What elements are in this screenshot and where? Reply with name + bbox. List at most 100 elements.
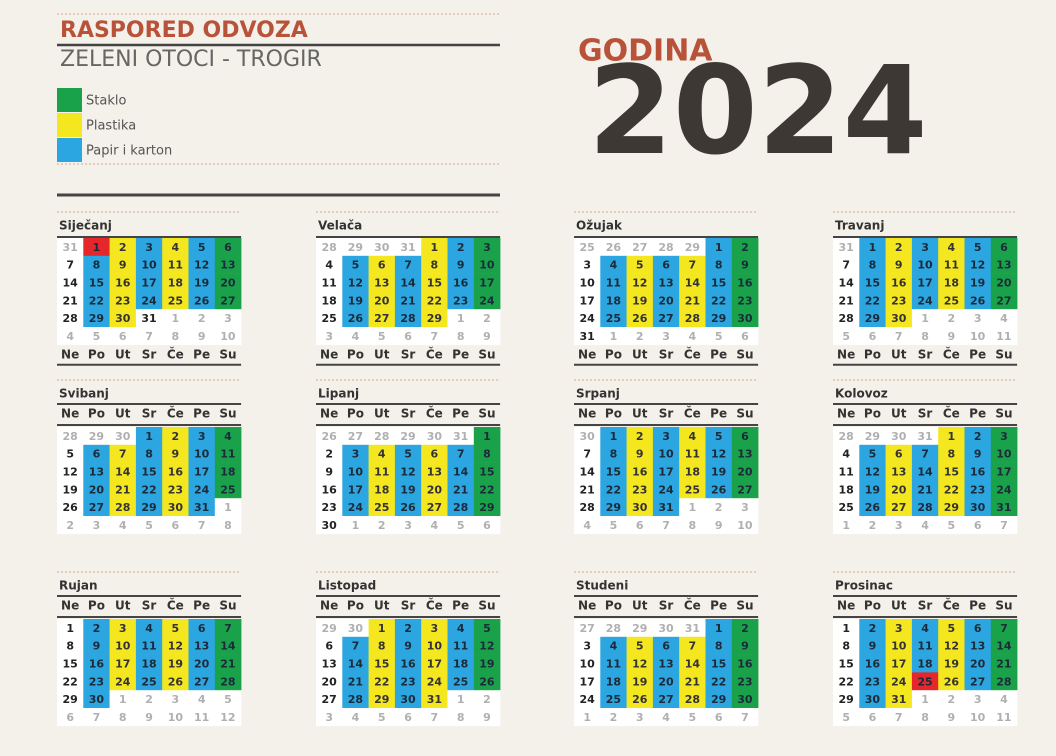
day-cell [368,708,396,727]
day-cell [394,708,422,727]
day-cell [938,619,965,638]
title: RASPORED ODVOZA [60,18,308,43]
day-cell [57,690,84,709]
day-cell [911,708,939,727]
day-number: 2 [93,622,101,635]
day-cell [859,309,886,328]
day-number: 3 [119,622,127,635]
weekday: Ut [115,407,131,421]
day-cell [316,291,343,310]
day-cell [447,273,475,292]
day-number: 8 [869,259,877,272]
day-number: 6 [895,448,903,461]
day-number: 29 [711,693,726,706]
day-number: 29 [89,312,104,325]
day-cell [447,498,475,517]
day-cell [990,498,1018,517]
day-cell [990,516,1018,535]
weekday: Pe [193,347,210,361]
day-number: 2 [741,622,749,635]
day-cell [473,672,501,691]
day-number: 31 [658,501,673,514]
day-cell [626,690,654,709]
day-number: 29 [348,241,363,254]
day-cell [214,238,242,257]
day-number: 7 [145,330,153,343]
weekday: Po [88,407,105,421]
day-cell [574,462,601,481]
day-number: 3 [352,448,360,461]
day-cell [731,480,759,499]
day-number: 25 [606,693,621,706]
day-number: 8 [689,519,697,532]
day-number: 9 [741,259,749,272]
day-cell [652,498,680,517]
day-number: 21 [579,483,594,496]
day-number: 31 [62,241,77,254]
day-cell [162,619,189,638]
weekday: Če [943,598,960,613]
day-cell [679,309,706,328]
day-cell [990,255,1018,274]
day-cell [911,427,939,446]
day-number: 30 [115,430,131,443]
day-cell [990,238,1018,257]
day-number: 28 [606,622,621,635]
day-cell [342,238,369,257]
day-cell [368,498,396,517]
day-cell [135,672,163,691]
day-cell [162,708,189,727]
day-number: 19 [944,658,959,671]
day-cell [833,672,860,691]
day-cell [885,708,913,727]
day-number: 25 [321,312,336,325]
day-number: 6 [224,241,232,254]
day-number: 30 [737,312,753,325]
weekday: Ne [320,347,338,361]
day-cell [731,690,759,709]
day-cell [421,708,448,727]
day-cell [214,708,242,727]
day-cell [342,327,369,346]
day-cell [600,708,627,727]
day-number: 14 [400,277,416,290]
weekday: Ne [837,407,855,421]
weekday: Pe [969,407,986,421]
day-number: 22 [62,675,77,688]
day-cell [885,444,913,463]
day-number: 1 [172,312,180,325]
day-cell [394,238,422,257]
day-number: 26 [970,294,986,307]
day-cell [109,708,137,727]
day-number: 20 [427,483,443,496]
day-number: 20 [970,658,986,671]
day-number: 30 [865,693,881,706]
day-cell [626,462,654,481]
day-cell [421,480,448,499]
day-cell [679,636,706,655]
day-number: 1 [842,622,850,635]
day-cell [652,427,680,446]
day-number: 8 [610,448,618,461]
day-cell [57,291,84,310]
day-cell [83,480,110,499]
day-number: 11 [194,711,209,724]
day-number: 9 [715,519,723,532]
day-cell [368,672,396,691]
day-number: 8 [842,640,850,653]
day-number: 8 [457,330,465,343]
day-cell [188,654,216,673]
day-cell [574,498,601,517]
day-cell [135,708,163,727]
day-number: 23 [970,483,985,496]
day-number: 4 [921,622,929,635]
day-cell [859,498,886,517]
day-cell [135,327,163,346]
day-number: 28 [996,675,1011,688]
day-cell [600,480,627,499]
day-cell [885,619,913,638]
day-number: 3 [224,312,232,325]
weekday: Sr [142,407,157,421]
day-number: 3 [172,693,180,706]
